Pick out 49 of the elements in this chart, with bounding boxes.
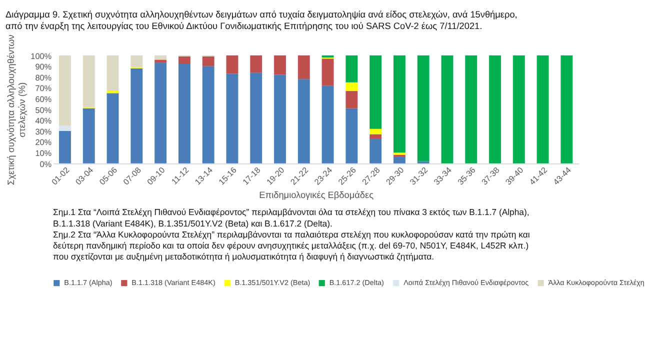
bar [346,82,358,92]
bar [130,55,143,68]
bar [274,55,286,75]
bar [346,108,358,164]
bar [346,55,358,82]
bar [298,55,310,80]
bar [512,55,525,164]
bar [298,79,310,164]
bar [274,74,286,164]
bar [346,91,358,108]
bar [82,55,95,108]
bar [393,55,406,153]
bar [393,156,406,164]
y-axis-title: Σχετική συχνότητα αλληλουχηθέντων στελεχών (%) [6,34,27,186]
bar [489,55,501,164]
bar [59,130,71,164]
bar [536,55,549,164]
bar [154,62,167,164]
bar [370,138,382,164]
bar [82,108,95,164]
bar [202,56,214,66]
bar [322,58,334,86]
bar [322,55,334,58]
text: Σημ.2 Στα “Άλλα Κυκλοφορούντα Στελέχη” περιλαμβάνονται τα παλαιότερα στελέχη που κυκλοφορούσαν κατά την πρώτη και δεύτερη πανδημική περίοδο και τα οποία δεν φέρουν ανησυχητικές μεταλλάξεις (π.χ. del 69-70, N501Y, E484K, L452R κλπ.) που σχετίζονται με αυξημένη μεταδοτικότητα ή μολυσματικότητα ή διαφυγή ή διαγνωστικά ζητήματα. [53,229,530,262]
bar [322,86,334,164]
bar [560,55,573,164]
bar [250,55,262,73]
bar [178,64,190,164]
bar [178,56,190,64]
bar [417,55,430,162]
bar [130,68,143,164]
bar [154,60,167,63]
bar [441,55,454,164]
chart-title: Διάγραμμα 9. Σχετική συχνότητα αλληλουχηθέντων δειγμάτων από τυχαία δειγματοληψία ανά είδος στελεχών, ανά 15νθήμερο, από την έναρξη της λειτουργίας του Εθνικού Δικτύου Γονιδιωματικής Επιτήρησης του ιού SARS CoV-2 έως 7/11/2021. [6,10,518,31]
text: Σημ.1 Στα “Λοιπά Στελέχη Πιθανού Ενδιαφέροντος” περιλαμβάνονται όλα τα στελέχη του πίνακα 3 εκτός των B.1.1.7 (Alpha), B.1.1.318 (Variant E484K), B.1.351/501Y.V2 (Beta) και B.1.617.2 (Delta). [53,207,530,228]
bar [59,126,71,131]
bar [202,66,214,164]
bar [465,55,478,164]
bar [154,55,167,60]
bar [59,55,71,126]
bar [106,55,119,92]
bar [106,93,119,164]
bar [226,74,238,164]
bar [370,128,382,134]
x-axis-title: Επιδημιολογικές Εβδομάδες [259,190,374,200]
bar [226,55,238,74]
bar [370,134,382,139]
bar [250,72,262,164]
bar [370,55,382,129]
